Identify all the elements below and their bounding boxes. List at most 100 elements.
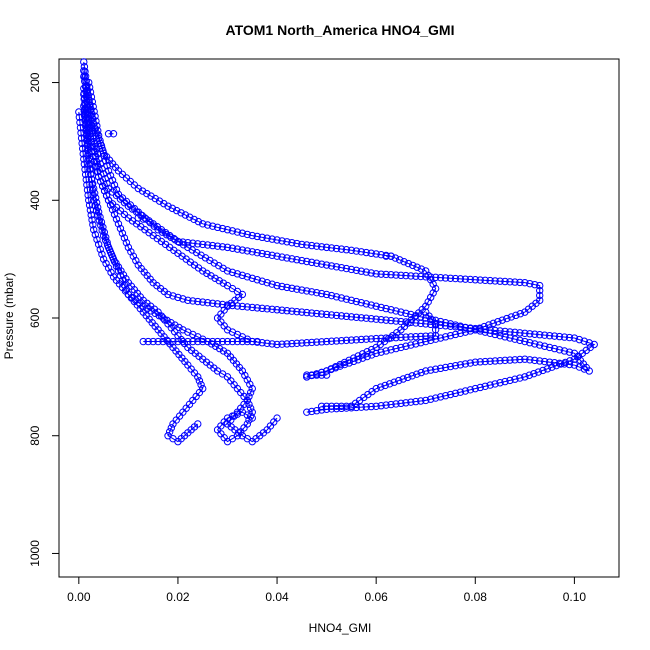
data-point — [422, 332, 430, 340]
data-point — [377, 270, 385, 278]
data-point — [97, 218, 106, 226]
data-point — [223, 267, 232, 275]
data-point — [476, 276, 484, 284]
data-point — [147, 307, 155, 315]
data-point — [243, 376, 252, 384]
data-point — [392, 271, 400, 279]
data-point — [407, 333, 415, 341]
data-point — [298, 286, 306, 294]
data-point — [461, 360, 470, 368]
data-point — [308, 407, 316, 416]
data-point — [431, 394, 440, 402]
data-point — [298, 240, 306, 249]
data-point — [189, 297, 197, 305]
data-point — [238, 302, 247, 311]
data-point — [103, 179, 111, 188]
data-point — [80, 58, 88, 66]
data-point — [372, 250, 380, 258]
data-point — [332, 402, 341, 410]
data-point — [397, 343, 405, 352]
data-point — [99, 255, 108, 263]
data-point — [575, 335, 584, 344]
data-point — [246, 388, 255, 397]
data-point — [362, 248, 370, 257]
data-point — [80, 67, 88, 75]
data-point — [155, 311, 163, 320]
data-point — [303, 408, 311, 416]
data-point — [345, 356, 353, 364]
data-point — [120, 234, 129, 242]
data-point — [426, 293, 435, 302]
data-point — [203, 337, 212, 346]
data-point — [516, 310, 525, 318]
data-point — [96, 139, 104, 148]
data-point — [82, 82, 90, 90]
data-point — [241, 371, 249, 380]
data-point — [78, 139, 86, 148]
data-point — [397, 333, 405, 342]
data-point — [298, 339, 306, 347]
data-point — [197, 381, 205, 389]
data-point — [332, 337, 341, 345]
data-point — [516, 278, 524, 287]
data-point — [223, 337, 232, 346]
data-point — [376, 383, 385, 391]
data-point — [342, 264, 351, 273]
data-point — [298, 308, 306, 316]
data-point — [95, 216, 104, 225]
data-point — [245, 400, 253, 409]
data-point — [392, 400, 400, 408]
data-point — [76, 118, 84, 127]
data-point — [471, 276, 479, 284]
data-point — [451, 274, 460, 283]
data-point — [293, 256, 301, 264]
data-point — [283, 238, 291, 246]
data-point — [76, 123, 85, 132]
data-point — [417, 265, 426, 273]
data-point — [322, 337, 331, 346]
data-point — [122, 286, 131, 294]
data-point — [531, 356, 539, 365]
data-point — [112, 185, 121, 194]
data-point — [412, 332, 420, 341]
data-point — [184, 238, 192, 247]
x-tick-label: 0.04 — [265, 590, 289, 604]
y-axis: 200 400 600 800 1000 — [28, 72, 60, 567]
data-point — [194, 297, 202, 306]
data-point — [312, 371, 321, 379]
data-point — [397, 271, 405, 280]
data-point — [392, 344, 400, 353]
x-axis-label: HNO4_GMI — [309, 621, 372, 635]
data-point — [165, 428, 174, 436]
data-point — [486, 329, 494, 338]
data-point — [407, 341, 415, 349]
data-point — [233, 270, 242, 278]
data-point — [233, 337, 242, 346]
data-point — [96, 245, 104, 254]
data-point — [555, 332, 564, 341]
x-tick-label: 0.08 — [464, 590, 488, 604]
data-point — [367, 335, 375, 343]
data-point — [354, 352, 362, 360]
data-point — [87, 211, 95, 219]
data-point — [367, 249, 375, 257]
data-point — [80, 63, 89, 71]
data-point — [451, 321, 460, 329]
data-point — [143, 304, 151, 313]
data-point — [422, 267, 430, 275]
data-point — [87, 170, 95, 179]
data-point — [312, 288, 321, 297]
data-point — [273, 340, 281, 349]
data-point — [80, 112, 89, 120]
data-point — [481, 382, 489, 390]
data-point — [336, 360, 344, 369]
data-point — [392, 307, 400, 315]
data-point — [471, 358, 479, 366]
data-point — [363, 348, 371, 356]
data-point — [381, 381, 389, 390]
data-point — [243, 273, 252, 281]
data-point — [147, 192, 155, 200]
data-point — [494, 318, 502, 326]
data-point — [461, 387, 470, 395]
data-point — [481, 276, 489, 285]
